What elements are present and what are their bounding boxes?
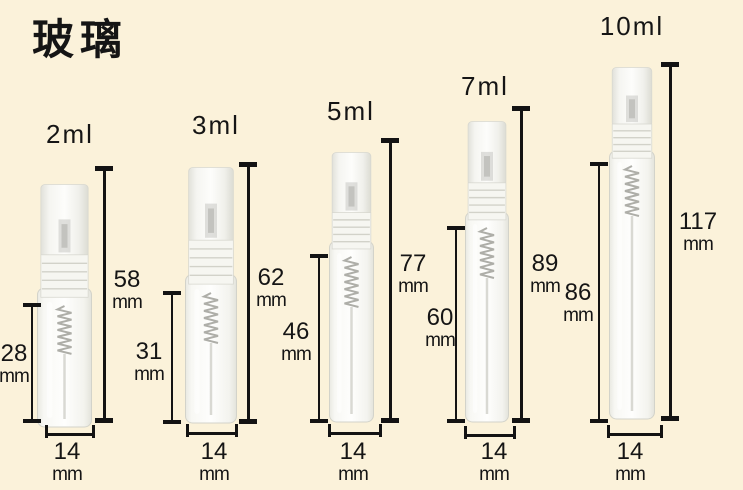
unit-label: mm: [398, 276, 429, 297]
body-height-value: 28: [0, 340, 28, 367]
unit-label: mm: [563, 305, 594, 326]
total-height-line: [661, 62, 679, 421]
volume-label: 3ml: [192, 110, 240, 140]
width-label: 14 mm: [325, 438, 381, 485]
volume-label: 5ml: [327, 96, 375, 126]
unit-label: mm: [338, 464, 369, 485]
unit-label: mm: [256, 290, 287, 311]
unit-label: mm: [112, 292, 143, 313]
width-line: [186, 424, 238, 437]
body-height-label: 46 mm: [279, 318, 313, 365]
body-height-value: 31: [135, 338, 163, 365]
body-height-label: 31 mm: [133, 338, 165, 385]
unit-label: mm: [281, 344, 312, 365]
width-value: 14: [616, 438, 644, 465]
width-label: 14 mm: [466, 438, 522, 485]
body-height-line: [23, 303, 41, 423]
body-height-label: 86 mm: [561, 279, 595, 326]
unit-label: mm: [683, 234, 714, 255]
unit-label: mm: [425, 330, 456, 351]
body-height-line: [310, 254, 328, 423]
width-line: [328, 424, 382, 437]
total-height-value: 62: [257, 264, 285, 291]
total-height-label: 117 mm: [674, 208, 722, 255]
total-height-line: [512, 106, 530, 423]
spray-bottle-illustration: [465, 121, 509, 423]
spray-bottle-illustration: [609, 67, 655, 420]
body-height-line: [163, 291, 181, 424]
body-height-value: 86: [564, 279, 592, 306]
total-height-line: [95, 166, 113, 423]
total-height-value: 117: [678, 208, 718, 235]
spray-bottle-illustration: [37, 184, 92, 428]
total-height-label: 62 mm: [250, 264, 292, 311]
body-height-value: 46: [282, 318, 310, 345]
width-line: [464, 426, 516, 439]
body-height-value: 60: [426, 304, 454, 331]
volume-label: 7ml: [461, 71, 509, 101]
width-value: 14: [200, 438, 228, 465]
body-height-label: 28 mm: [0, 340, 30, 387]
total-height-value: 89: [531, 250, 559, 277]
body-height-line: [447, 226, 465, 423]
unit-label: mm: [134, 364, 165, 385]
width-label: 14 mm: [39, 438, 95, 485]
body-height-line: [590, 162, 608, 423]
total-height-value: 77: [399, 250, 427, 277]
width-label: 14 mm: [186, 438, 242, 485]
body-height-label: 60 mm: [424, 304, 456, 351]
total-height-label: 89 mm: [524, 250, 566, 297]
page-title: 玻璃: [32, 16, 129, 63]
total-height-value: 58: [113, 266, 141, 293]
total-height-label: 58 mm: [106, 266, 148, 313]
total-height-line: [239, 162, 257, 424]
spray-bottle-illustration: [329, 152, 374, 423]
width-label: 14 mm: [602, 438, 658, 485]
width-line: [45, 425, 95, 438]
total-height-line: [381, 138, 399, 423]
width-value: 14: [480, 438, 508, 465]
spray-bottle-illustration: [185, 167, 237, 424]
volume-label: 10ml: [599, 11, 665, 41]
width-line: [607, 425, 663, 438]
width-value: 14: [339, 438, 367, 465]
width-value: 14: [53, 438, 81, 465]
unit-label: mm: [0, 366, 30, 387]
total-height-label: 77 mm: [392, 250, 434, 297]
unit-label: mm: [479, 464, 510, 485]
unit-label: mm: [530, 276, 561, 297]
unit-label: mm: [199, 464, 230, 485]
volume-label: 2ml: [46, 119, 94, 149]
unit-label: mm: [615, 464, 646, 485]
unit-label: mm: [52, 464, 83, 485]
